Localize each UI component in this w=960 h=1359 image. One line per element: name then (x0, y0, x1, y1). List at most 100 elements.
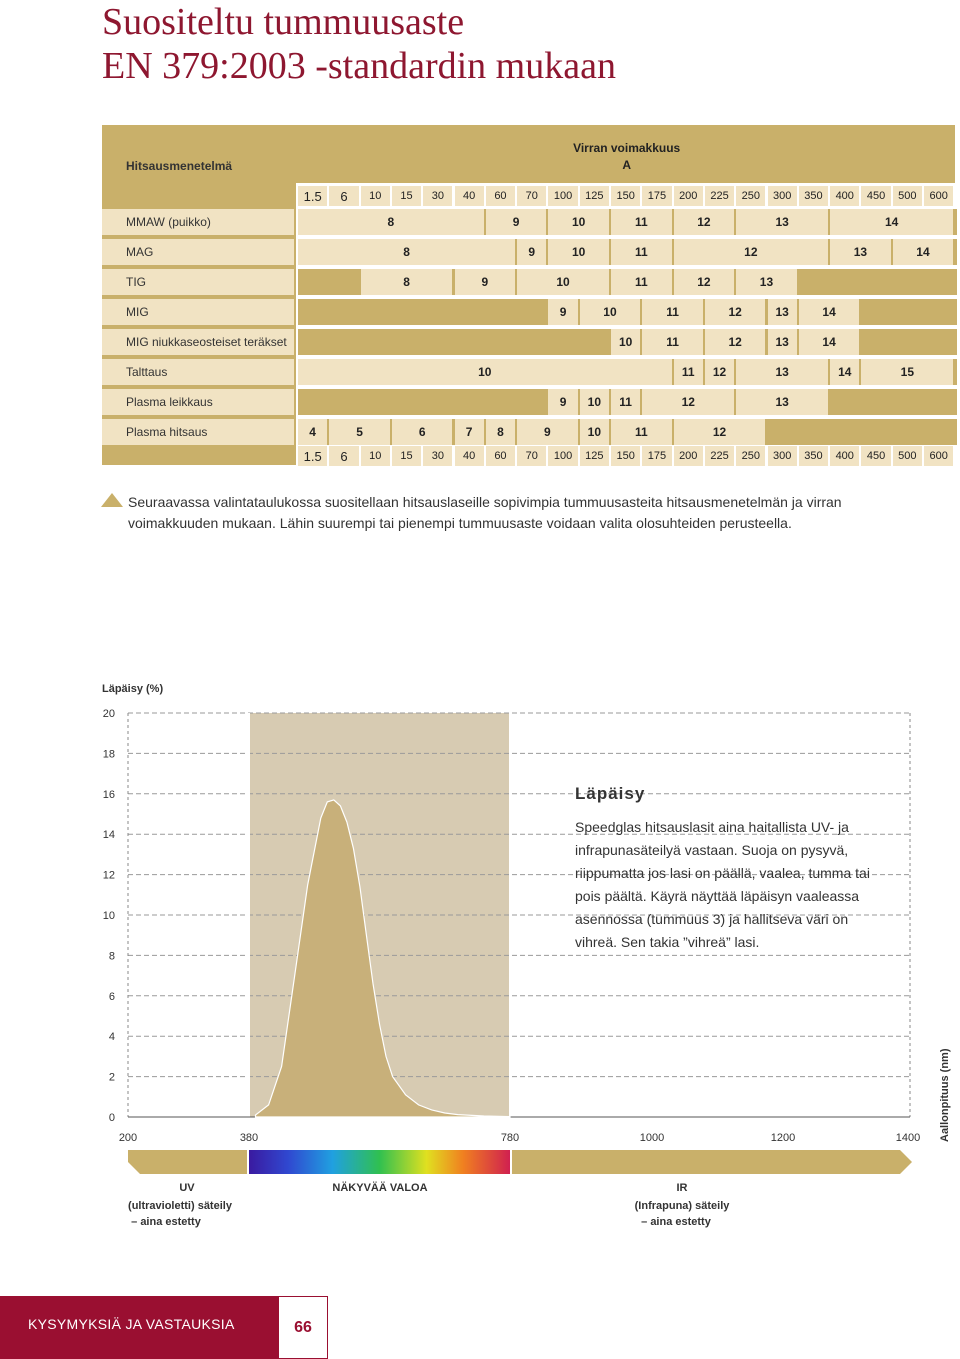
chart-svg: 0 2 4 6 8 10 12 14 16 18 20 200 380 780 1000 1200 1400 Lä… (102, 683, 951, 1228)
shade-segment: 12 (704, 299, 766, 325)
shade-segment: 14 (830, 209, 954, 235)
current-tick-bottom: 600 (924, 446, 954, 466)
x-tick-label: 780 (501, 1132, 519, 1144)
current-tick-bottom: 225 (704, 446, 735, 466)
uv-label: UV (179, 1182, 195, 1194)
y-tick-label: 8 (109, 950, 115, 962)
shade-segment: 14 (798, 329, 860, 355)
shade-segment: 10 (517, 269, 609, 295)
shade-segment: 11 (611, 239, 672, 265)
shade-segment: 13 (736, 209, 829, 235)
row-label: Plasma hitsaus (102, 419, 294, 445)
current-tick-bottom: 1.5 (298, 446, 328, 466)
shade-segment: 12 (673, 239, 829, 265)
shade-segment: 10 (579, 299, 641, 325)
shade-table: Hitsausmenetelmä Virran voimakkuus A 1.5 6 10… (0, 0, 960, 470)
shade-segment: 12 (704, 359, 735, 385)
info-line: vihreä. Sen takia ”vihreä” lasi. (575, 934, 759, 950)
visible-label: NÄKYVÄÄ VALOA (332, 1181, 427, 1194)
shade-segment: 9 (485, 209, 547, 235)
current-tick-top: 30 (423, 186, 453, 206)
shade-segment: 14 (892, 239, 954, 265)
current-tick-bottom: 350 (798, 446, 829, 466)
shade-segment: 6 (391, 419, 453, 445)
current-tick-bottom: 175 (642, 446, 672, 466)
info-line: Speedglas hitsauslasit aina haitallista … (575, 819, 849, 835)
shade-segment: 11 (642, 299, 703, 325)
transmission-curve (254, 799, 511, 1118)
shade-segment: 11 (611, 269, 672, 295)
ir-desc: (Infrapuna) säteily (635, 1200, 731, 1212)
shade-segment: 13 (736, 389, 829, 415)
current-tick-bottom: 500 (892, 446, 922, 466)
current-tick-bottom: 30 (423, 446, 453, 466)
uv-desc2: – aina estetty (131, 1216, 202, 1228)
shade-segment: 9 (517, 419, 578, 445)
shade-segment: 13 (736, 359, 829, 385)
ir-desc2: – aina estetty (641, 1216, 712, 1228)
current-tick-top: 350 (798, 186, 829, 206)
current-tick-top: 60 (485, 186, 516, 206)
current-tick-bottom: 200 (673, 446, 703, 466)
shade-segment: 13 (767, 329, 797, 355)
current-tick-top: 70 (517, 186, 547, 206)
x-axis-label: Aallonpituus (nm) (939, 1048, 951, 1142)
row-label: MIG niukkaseosteiset teräkset (102, 329, 294, 355)
x-tick-label: 200 (119, 1132, 137, 1144)
current-tick-bottom: 400 (830, 446, 860, 466)
y-tick-label: 12 (103, 870, 115, 882)
shade-segment: 11 (611, 389, 641, 415)
shade-segment: 13 (830, 239, 891, 265)
current-tick-bottom: 40 (454, 446, 484, 466)
shade-segment: 9 (517, 239, 547, 265)
x-tick-label: 1400 (896, 1132, 920, 1144)
shade-segment: 7 (454, 419, 484, 445)
info-line: infrapunasäteilyä vastaan. Suoja on pysy… (575, 842, 848, 858)
row-label: MIG (102, 299, 294, 325)
shade-segment: 13 (767, 299, 797, 325)
current-tick-top: 175 (642, 186, 672, 206)
uv-band (128, 1150, 247, 1174)
current-tick-bottom: 450 (861, 446, 891, 466)
y-tick-label: 0 (109, 1112, 115, 1124)
table-header-bg (102, 125, 955, 183)
shade-segment: 12 (704, 329, 766, 355)
ir-band (512, 1150, 912, 1174)
shade-segment: 4 (298, 419, 328, 445)
current-tick-bottom: 15 (391, 446, 422, 466)
current-tick-top: 125 (579, 186, 609, 206)
shade-segment: 11 (611, 209, 672, 235)
current-tick-top: 1.5 (298, 186, 328, 206)
row-label: TIG (102, 269, 294, 295)
current-tick-top: 10 (360, 186, 390, 206)
y-tick-label: 10 (103, 910, 115, 922)
current-tick-top: 150 (611, 186, 641, 206)
uv-desc: (ultravioletti) säteily (128, 1200, 233, 1212)
row-label: MMAW (puikko) (102, 209, 294, 235)
shade-segment: 11 (611, 419, 672, 445)
shade-segment: 9 (548, 389, 578, 415)
shade-segment: 13 (736, 269, 797, 295)
current-tick-top: 500 (892, 186, 922, 206)
shade-segment: 14 (798, 299, 860, 325)
info-line: asennossa (tummuus 3) ja hallitseva väri… (575, 911, 848, 927)
current-tick-bottom: 150 (611, 446, 641, 466)
page-number: 66 (278, 1296, 328, 1359)
current-tick-top: 450 (861, 186, 891, 206)
triangle-icon (101, 493, 123, 507)
shade-segment: 8 (360, 269, 453, 295)
title-line-1: Suositeltu tummuusaste (102, 1, 465, 43)
y-tick-label: 2 (109, 1072, 115, 1084)
shade-segment: 10 (548, 209, 609, 235)
current-tick-top: 300 (767, 186, 797, 206)
shade-segment: 11 (673, 359, 703, 385)
shade-segment: 11 (642, 329, 703, 355)
current-tick-top: 100 (548, 186, 578, 206)
shade-segment: 10 (579, 389, 609, 415)
shade-segment: 12 (642, 389, 735, 415)
current-tick-bottom: 6 (329, 446, 359, 466)
shade-segment: 12 (673, 269, 735, 295)
current-tick-top: 225 (704, 186, 735, 206)
y-tick-label: 6 (109, 991, 115, 1003)
page-title: Suositeltu tummuusaste EN 379:2003 -stan… (102, 0, 616, 88)
